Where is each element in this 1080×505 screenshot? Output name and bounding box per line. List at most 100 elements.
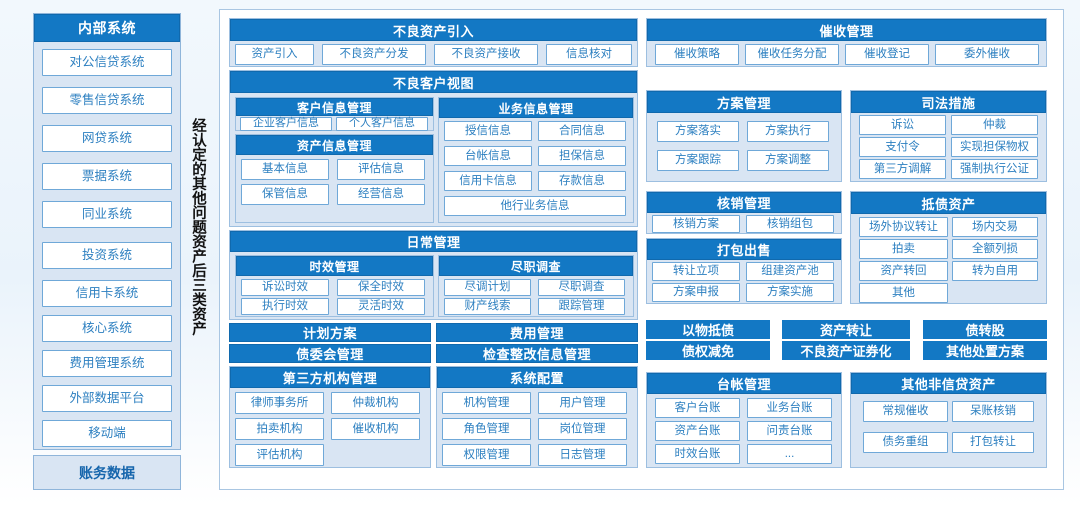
validity-item-2[interactable]: 执行时效: [241, 298, 329, 315]
creditor-committee-bar[interactable]: 债委会管理: [229, 344, 431, 363]
intro-item-2[interactable]: 不良资产接收: [434, 44, 538, 65]
debt-asset-item-4[interactable]: 资产转回: [859, 261, 948, 281]
customer-info-item-0[interactable]: 企业客户信息: [240, 117, 332, 131]
debt-asset-item-0[interactable]: 场外协议转让: [859, 217, 948, 237]
plan-mgmt-item-3[interactable]: 方案调整: [747, 150, 829, 171]
customer-info-item-1[interactable]: 个人客户信息: [336, 117, 428, 131]
due-diligence-item-3[interactable]: 跟踪管理: [538, 298, 625, 315]
sidebar-item-8[interactable]: 费用管理系统: [42, 350, 172, 377]
package-sale-item-1[interactable]: 组建资产池: [746, 262, 834, 281]
validity-item-3[interactable]: 灵活时效: [337, 298, 425, 315]
system-config-item-1[interactable]: 用户管理: [538, 392, 627, 414]
asset-info-item-1[interactable]: 评估信息: [337, 159, 425, 180]
judicial-item-3[interactable]: 实现担保物权: [951, 137, 1038, 157]
disposal-tile-2[interactable]: 债转股: [923, 320, 1047, 339]
system-config-item-3[interactable]: 岗位管理: [538, 418, 627, 440]
ledger-item-3[interactable]: 问责台账: [747, 421, 832, 441]
judicial-item-4[interactable]: 第三方调解: [859, 159, 946, 179]
third-party-item-3[interactable]: 催收机构: [331, 418, 420, 440]
collection-item-0[interactable]: 催收策略: [655, 44, 739, 65]
debt-asset-item-2[interactable]: 拍卖: [859, 239, 948, 259]
judicial-item-2[interactable]: 支付令: [859, 137, 946, 157]
package-sale-item-0[interactable]: 转让立项: [652, 262, 740, 281]
fee-mgmt-bar[interactable]: 费用管理: [436, 323, 638, 342]
third-party-item-4[interactable]: 评估机构: [235, 444, 324, 466]
judicial-item-1[interactable]: 仲裁: [951, 115, 1038, 135]
package-sale-item-2[interactable]: 方案申报: [652, 283, 740, 302]
judicial-panel: 司法措施 诉讼 仲裁 支付令 实现担保物权 第三方调解 强制执行公证: [850, 90, 1047, 182]
disposal-tile-1[interactable]: 资产转让: [782, 320, 910, 339]
third-party-item-2[interactable]: 拍卖机构: [235, 418, 324, 440]
collection-item-3[interactable]: 委外催收: [935, 44, 1039, 65]
sidebar-item-2[interactable]: 网贷系统: [42, 125, 172, 152]
business-info-item-5[interactable]: 存款信息: [538, 171, 626, 191]
sidebar-item-6[interactable]: 信用卡系统: [42, 280, 172, 307]
system-config-item-4[interactable]: 权限管理: [442, 444, 531, 466]
judicial-title: 司法措施: [851, 91, 1046, 113]
sidebar-item-4[interactable]: 同业系统: [42, 201, 172, 228]
debt-asset-item-5[interactable]: 转为自用: [952, 261, 1038, 281]
judicial-item-5[interactable]: 强制执行公证: [951, 159, 1038, 179]
third-party-item-0[interactable]: 律师事务所: [235, 392, 324, 414]
plan-scheme-bar[interactable]: 计划方案: [229, 323, 431, 342]
disposal-tile-3[interactable]: 债权减免: [646, 341, 770, 360]
sidebar-item-9[interactable]: 外部数据平台: [42, 385, 172, 412]
validity-item-0[interactable]: 诉讼时效: [241, 279, 329, 296]
business-info-item-3[interactable]: 担保信息: [538, 146, 626, 166]
plan-mgmt-item-0[interactable]: 方案落实: [657, 121, 739, 142]
disposal-tile-5[interactable]: 其他处置方案: [923, 341, 1047, 360]
validity-item-1[interactable]: 保全时效: [337, 279, 425, 296]
plan-mgmt-item-1[interactable]: 方案执行: [747, 121, 829, 142]
ledger-item-2[interactable]: 资产台账: [655, 421, 740, 441]
plan-mgmt-item-2[interactable]: 方案跟踪: [657, 150, 739, 171]
business-info-item-1[interactable]: 合同信息: [538, 121, 626, 141]
business-info-item-2[interactable]: 台帐信息: [444, 146, 532, 166]
due-diligence-item-2[interactable]: 财产线索: [444, 298, 531, 315]
system-config-item-2[interactable]: 角色管理: [442, 418, 531, 440]
debt-asset-item-6[interactable]: 其他: [859, 283, 948, 303]
validity-mgmt-group: 时效管理 诉讼时效 保全时效 执行时效 灵活时效: [235, 255, 434, 317]
debt-asset-item-1[interactable]: 场内交易: [952, 217, 1038, 237]
system-config-item-5[interactable]: 日志管理: [538, 444, 627, 466]
asset-info-item-0[interactable]: 基本信息: [241, 159, 329, 180]
due-diligence-item-0[interactable]: 尽调计划: [444, 279, 531, 296]
collection-item-2[interactable]: 催收登记: [845, 44, 929, 65]
customer-info-title: 客户信息管理: [236, 98, 433, 116]
debt-asset-item-3[interactable]: 全额列损: [952, 239, 1038, 259]
ledger-item-4[interactable]: 时效台账: [655, 444, 740, 464]
inspection-rectification-bar[interactable]: 检查整改信息管理: [436, 344, 638, 363]
system-config-item-0[interactable]: 机构管理: [442, 392, 531, 414]
other-noncredit-item-0[interactable]: 常规催收: [863, 401, 948, 422]
intro-item-3[interactable]: 信息核对: [546, 44, 632, 65]
collection-item-1[interactable]: 催收任务分配: [745, 44, 839, 65]
other-noncredit-item-1[interactable]: 呆账核销: [952, 401, 1034, 422]
judicial-item-0[interactable]: 诉讼: [859, 115, 946, 135]
disposal-tile-0[interactable]: 以物抵债: [646, 320, 770, 339]
other-noncredit-item-3[interactable]: 打包转让: [952, 432, 1034, 453]
sidebar-item-10[interactable]: 移动端: [42, 420, 172, 447]
sidebar-item-1[interactable]: 零售信贷系统: [42, 87, 172, 114]
disposal-tile-4[interactable]: 不良资产证券化: [782, 341, 910, 360]
third-party-item-1[interactable]: 仲裁机构: [331, 392, 420, 414]
business-info-item-6[interactable]: 他行业务信息: [444, 196, 626, 216]
sidebar-item-5[interactable]: 投资系统: [42, 242, 172, 269]
other-noncredit-item-2[interactable]: 债务重组: [863, 432, 948, 453]
sidebar-item-3[interactable]: 票据系统: [42, 163, 172, 190]
ledger-item-0[interactable]: 客户台账: [655, 398, 740, 418]
ledger-item-5[interactable]: ...: [747, 444, 832, 464]
business-info-item-0[interactable]: 授信信息: [444, 121, 532, 141]
accounting-data-box[interactable]: 账务数据: [33, 455, 181, 490]
debt-asset-panel: 抵债资产 场外协议转让 场内交易 拍卖 全额列损 资产转回 转为自用 其他: [850, 191, 1047, 304]
sidebar-item-7[interactable]: 核心系统: [42, 315, 172, 342]
business-info-item-4[interactable]: 信用卡信息: [444, 171, 532, 191]
asset-info-item-2[interactable]: 保管信息: [241, 184, 329, 205]
intro-item-1[interactable]: 不良资产分发: [322, 44, 426, 65]
intro-item-0[interactable]: 资产引入: [235, 44, 314, 65]
writeoff-item-1[interactable]: 核销组包: [746, 215, 834, 233]
writeoff-item-0[interactable]: 核销方案: [652, 215, 740, 233]
asset-info-item-3[interactable]: 经营信息: [337, 184, 425, 205]
ledger-item-1[interactable]: 业务台账: [747, 398, 832, 418]
due-diligence-item-1[interactable]: 尽职调查: [538, 279, 625, 296]
package-sale-item-3[interactable]: 方案实施: [746, 283, 834, 302]
sidebar-item-0[interactable]: 对公信贷系统: [42, 49, 172, 76]
